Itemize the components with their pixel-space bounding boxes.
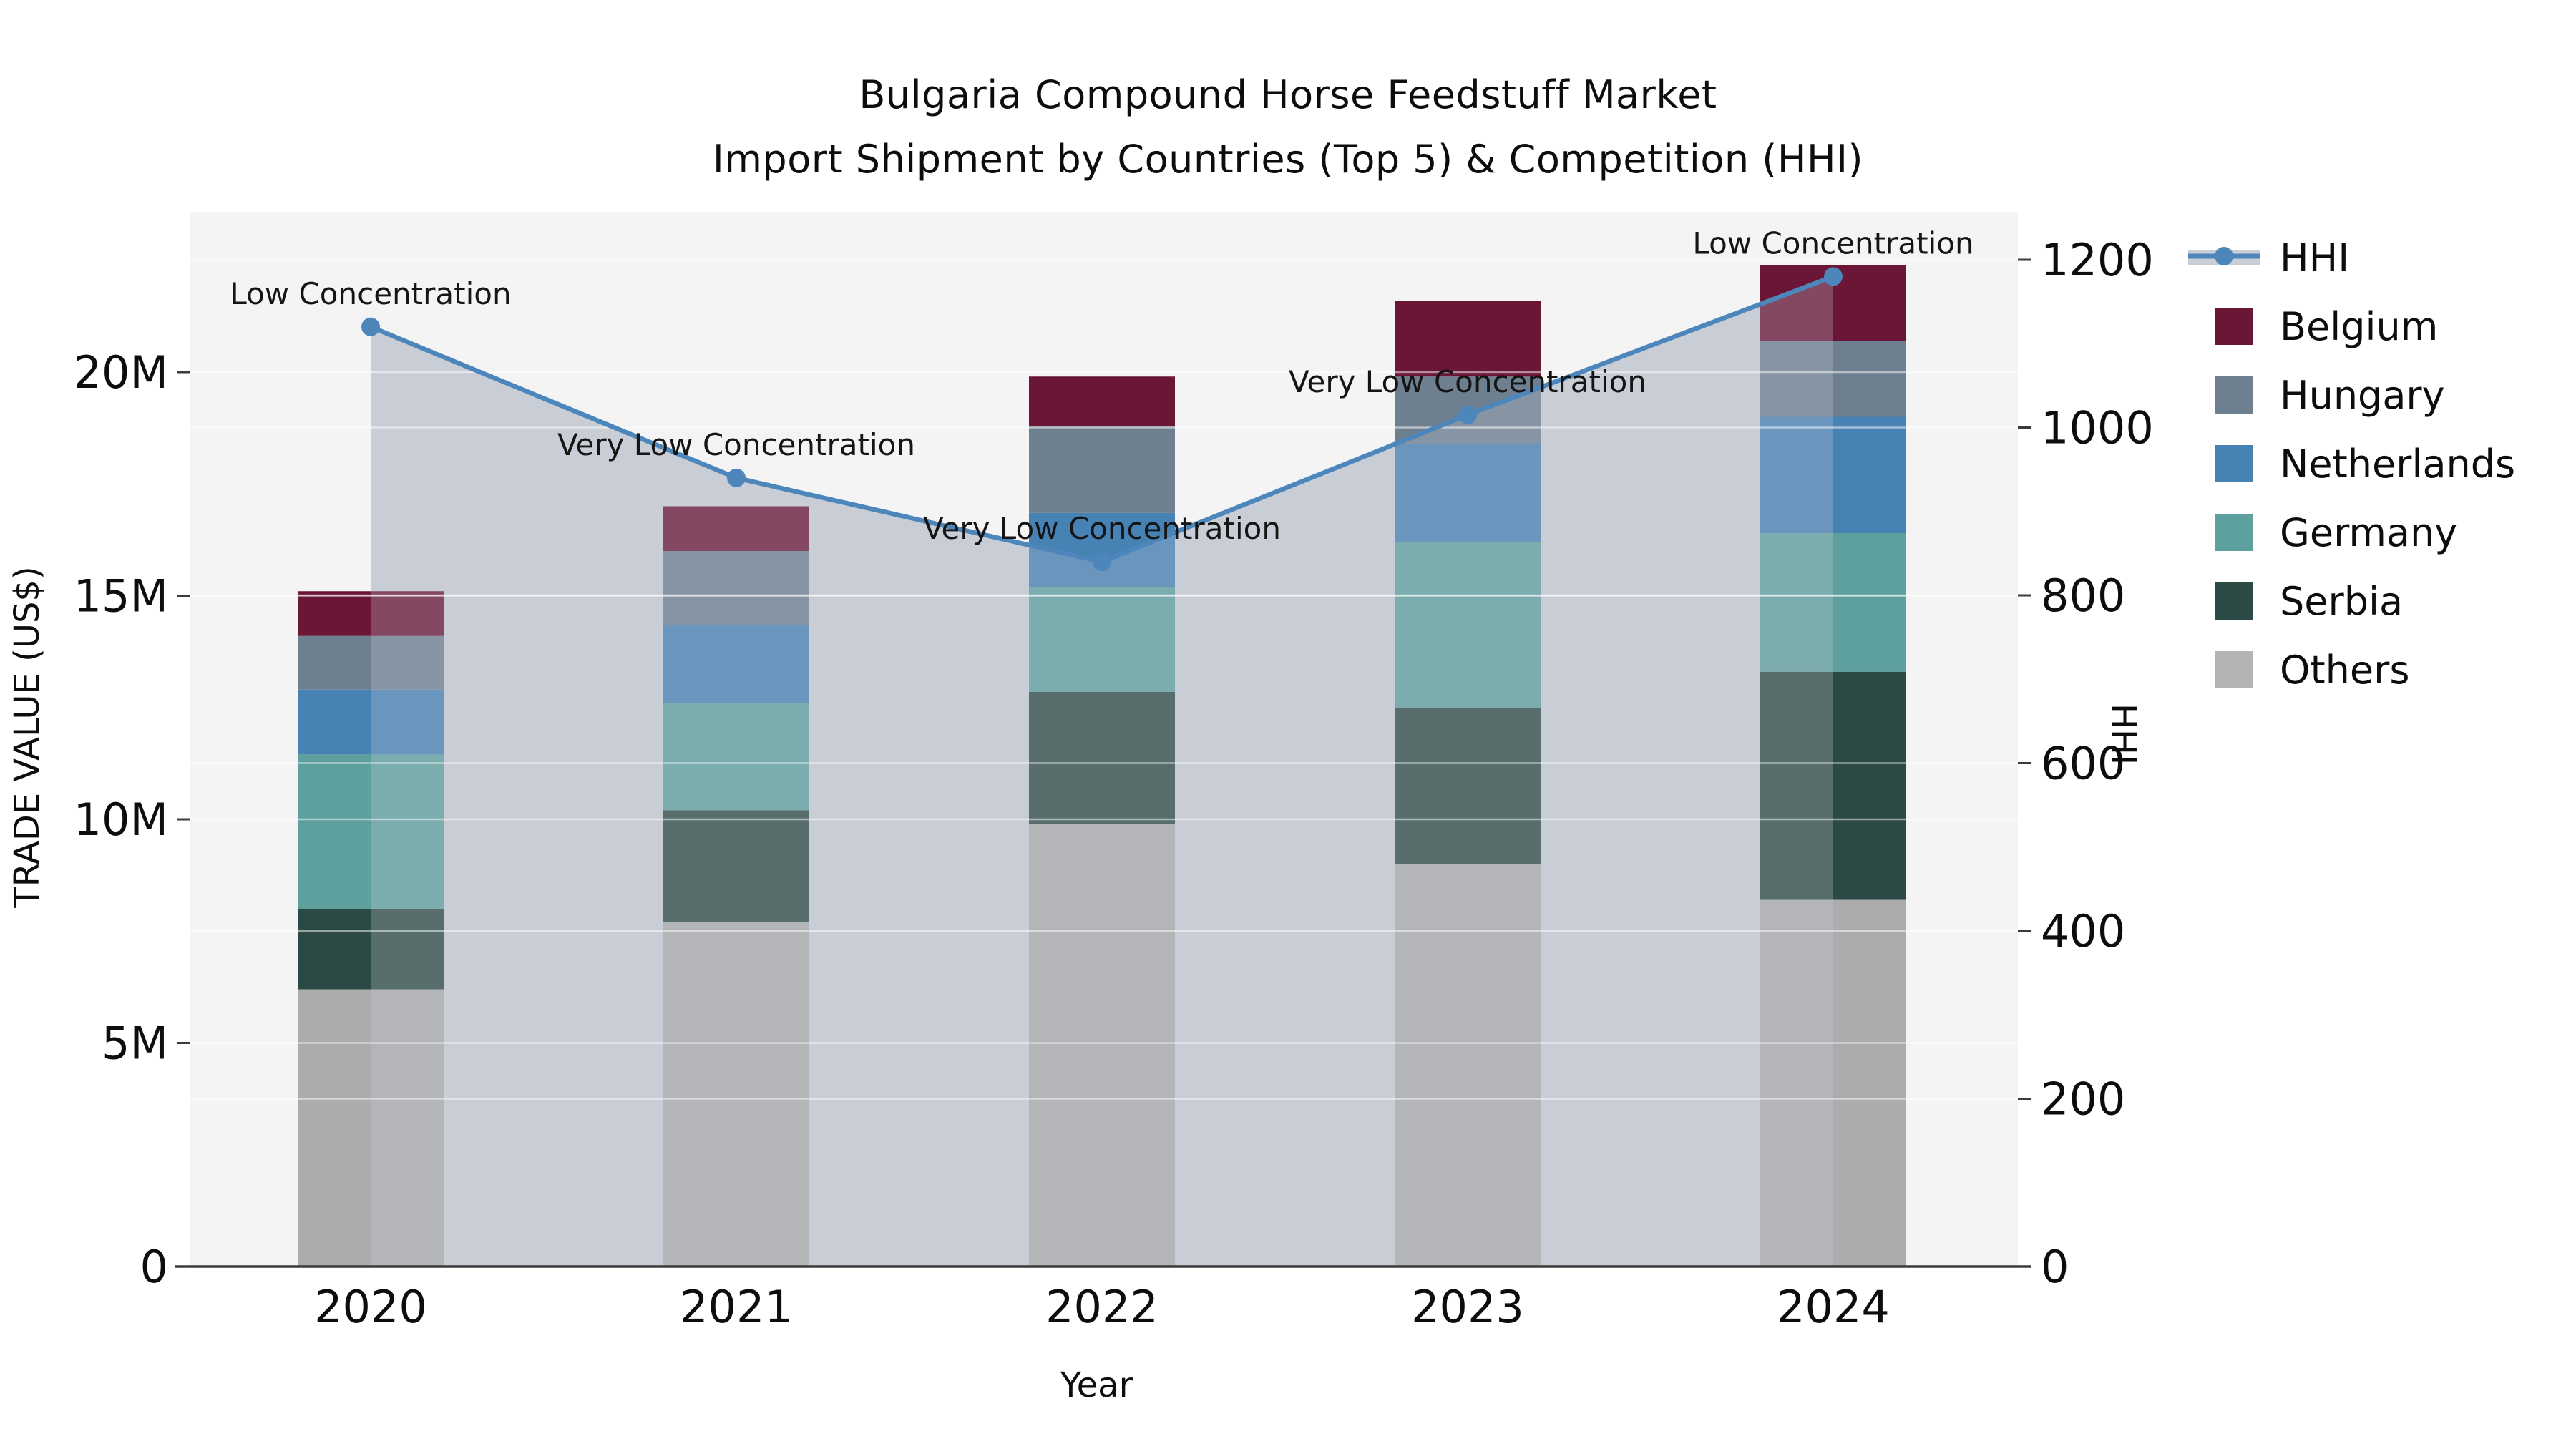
right-tick-label-600: 600 bbox=[2041, 738, 2125, 790]
legend-label-hungary: Hungary bbox=[2280, 372, 2445, 418]
bar-2021-others[interactable] bbox=[663, 922, 809, 1267]
bar-2021-serbia[interactable] bbox=[663, 810, 809, 922]
x-axis-title: Year bbox=[1060, 1365, 1133, 1405]
bar-2020-serbia[interactable] bbox=[298, 909, 444, 990]
legend-label-hhi: HHI bbox=[2280, 235, 2350, 280]
legend-label-others: Others bbox=[2280, 647, 2410, 693]
right-tick-label-0: 0 bbox=[2041, 1241, 2069, 1293]
legend-item-serbia[interactable]: Serbia bbox=[2215, 567, 2515, 635]
bar-2024-netherlands[interactable] bbox=[1760, 416, 1906, 534]
bar-2020-hungary[interactable] bbox=[298, 635, 444, 690]
belgium-swatch-icon bbox=[2215, 308, 2253, 345]
bar-2023-serbia[interactable] bbox=[1395, 707, 1541, 864]
x-tick-label-2023: 2023 bbox=[1411, 1281, 1524, 1333]
legend-label-belgium: Belgium bbox=[2280, 303, 2439, 349]
right-tick-label-1200: 1200 bbox=[2041, 234, 2154, 286]
bar-2024-others[interactable] bbox=[1760, 899, 1906, 1267]
germany-swatch-icon bbox=[2215, 514, 2253, 551]
bar-2020-netherlands[interactable] bbox=[298, 689, 444, 755]
bar-2020-others[interactable] bbox=[298, 989, 444, 1267]
legend-item-germany[interactable]: Germany bbox=[2215, 498, 2515, 567]
annotation-2021: Very Low Concentration bbox=[557, 427, 915, 462]
serbia-swatch-icon bbox=[2215, 582, 2253, 620]
legend-label-serbia: Serbia bbox=[2280, 578, 2404, 624]
right-tick-label-200: 200 bbox=[2041, 1073, 2125, 1126]
annotation-2024: Low Concentration bbox=[1692, 225, 1974, 260]
x-tick-label-2021: 2021 bbox=[680, 1281, 793, 1333]
hhi-marker-2023[interactable] bbox=[1458, 405, 1477, 424]
bar-2024-hungary[interactable] bbox=[1760, 341, 1906, 417]
hhi-marker-2024[interactable] bbox=[1824, 267, 1843, 286]
bar-2021-netherlands[interactable] bbox=[663, 625, 809, 703]
annotation-2022: Very Low Concentration bbox=[923, 511, 1281, 546]
hungary-swatch-icon bbox=[2215, 376, 2253, 414]
legend-item-hhi[interactable]: HHI bbox=[2188, 223, 2515, 292]
hhi-marker-2022[interactable] bbox=[1093, 552, 1111, 572]
legend-item-belgium[interactable]: Belgium bbox=[2215, 292, 2515, 361]
bar-2021-germany[interactable] bbox=[663, 703, 809, 811]
legend-label-netherlands: Netherlands bbox=[2280, 441, 2516, 487]
chart-title-line2: Import Shipment by Countries (Top 5) & C… bbox=[712, 137, 1864, 182]
annotation-2023: Very Low Concentration bbox=[1289, 364, 1646, 399]
left-tick-label-20M: 20M bbox=[74, 346, 168, 399]
right-tick-label-1000: 1000 bbox=[2041, 402, 2154, 454]
right-tick-label-400: 400 bbox=[2041, 905, 2125, 957]
bar-2022-hungary[interactable] bbox=[1029, 426, 1175, 513]
x-tick-label-2020: 2020 bbox=[314, 1281, 427, 1333]
legend: HHI Belgium Hungary Netherlands Germany Serbi… bbox=[2188, 223, 2515, 704]
bar-2022-belgium[interactable] bbox=[1029, 376, 1175, 426]
right-axis-title: HHI bbox=[2103, 703, 2143, 766]
left-tick-label-0: 0 bbox=[140, 1241, 168, 1293]
bar-2024-germany[interactable] bbox=[1760, 533, 1906, 672]
x-tick-label-2024: 2024 bbox=[1777, 1281, 1890, 1333]
hhi-marker-2020[interactable] bbox=[361, 317, 380, 336]
bar-2021-belgium[interactable] bbox=[663, 506, 809, 552]
left-tick-label-10M: 10M bbox=[74, 794, 168, 846]
bar-2022-serbia[interactable] bbox=[1029, 691, 1175, 824]
bar-2022-others[interactable] bbox=[1029, 824, 1175, 1267]
bar-2023-belgium[interactable] bbox=[1395, 301, 1541, 377]
legend-item-hungary[interactable]: Hungary bbox=[2215, 361, 2515, 429]
legend-label-germany: Germany bbox=[2280, 509, 2458, 555]
bar-2024-serbia[interactable] bbox=[1760, 671, 1906, 900]
annotation-2020: Low Concentration bbox=[230, 276, 511, 311]
left-tick-label-15M: 15M bbox=[74, 570, 168, 623]
left-tick-label-5M: 5M bbox=[102, 1018, 168, 1070]
netherlands-swatch-icon bbox=[2215, 445, 2253, 482]
right-tick-label-800: 800 bbox=[2041, 570, 2125, 622]
hhi-area-overlay bbox=[371, 276, 1833, 1267]
x-tick-label-2022: 2022 bbox=[1045, 1281, 1158, 1333]
bar-2020-belgium[interactable] bbox=[298, 591, 444, 636]
others-swatch-icon bbox=[2215, 651, 2253, 688]
bar-2023-germany[interactable] bbox=[1395, 542, 1541, 708]
hhi-line-sample-icon bbox=[2188, 247, 2260, 265]
bar-2020-germany[interactable] bbox=[298, 754, 444, 909]
bar-2021-hungary[interactable] bbox=[663, 551, 809, 625]
chart-title: Bulgaria Compound Horse Feedstuff Market… bbox=[0, 63, 2576, 192]
bar-2022-germany[interactable] bbox=[1029, 587, 1175, 692]
legend-item-others[interactable]: Others bbox=[2215, 635, 2515, 704]
hhi-marker-2021[interactable] bbox=[727, 468, 746, 487]
legend-item-netherlands[interactable]: Netherlands bbox=[2215, 429, 2515, 498]
left-axis-title: TRADE VALUE (US$) bbox=[7, 566, 47, 908]
chart-title-line1: Bulgaria Compound Horse Feedstuff Market bbox=[859, 72, 1717, 117]
bar-2023-netherlands[interactable] bbox=[1395, 444, 1541, 542]
